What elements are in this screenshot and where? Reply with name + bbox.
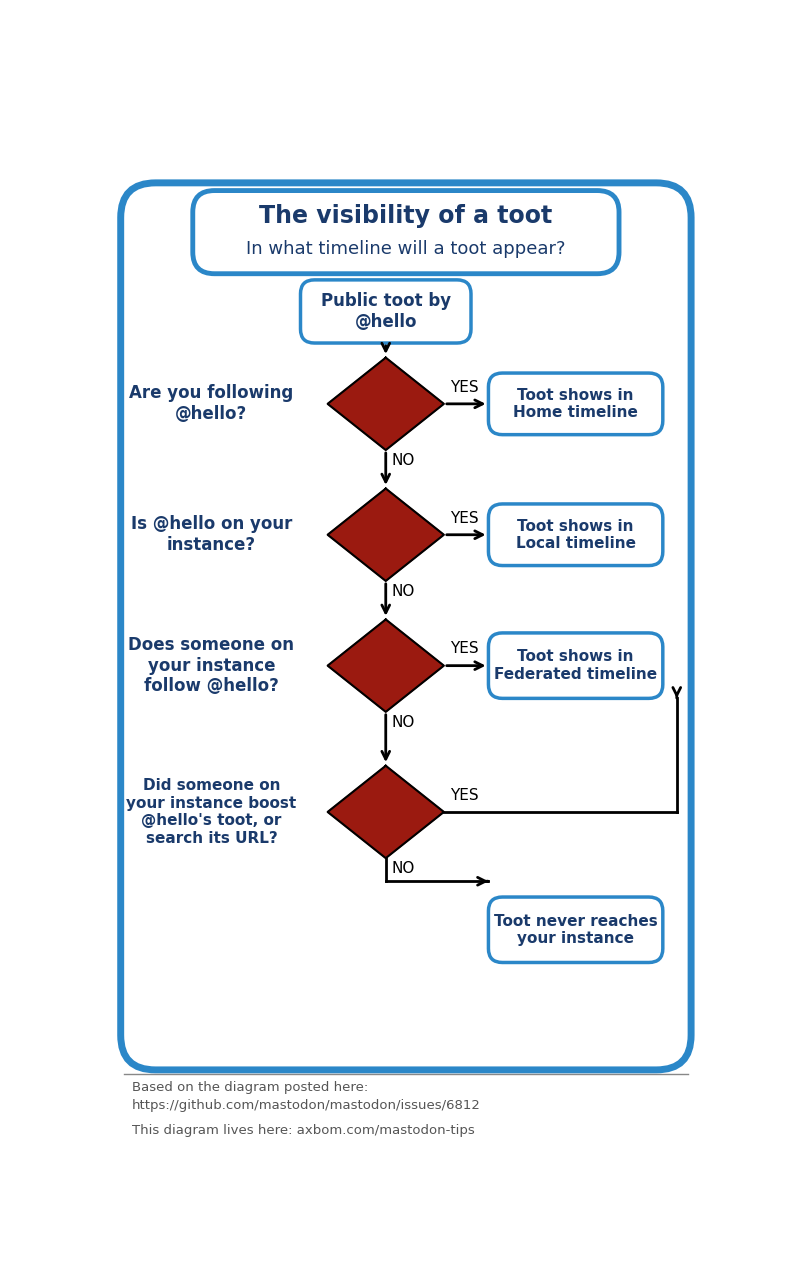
Polygon shape xyxy=(328,357,444,451)
Text: YES: YES xyxy=(450,641,478,657)
Text: Is @hello on your
instance?: Is @hello on your instance? xyxy=(131,516,292,554)
Text: YES: YES xyxy=(450,511,478,526)
Text: The visibility of a toot: The visibility of a toot xyxy=(259,204,553,228)
FancyBboxPatch shape xyxy=(489,632,663,699)
Text: In what timeline will a toot appear?: In what timeline will a toot appear? xyxy=(246,241,565,259)
Text: Public toot by
@hello: Public toot by @hello xyxy=(321,292,451,330)
Text: This diagram lives here: axbom.com/mastodon-tips: This diagram lives here: axbom.com/masto… xyxy=(131,1124,474,1137)
Polygon shape xyxy=(328,620,444,712)
FancyBboxPatch shape xyxy=(489,372,663,435)
FancyBboxPatch shape xyxy=(489,504,663,566)
Text: Does someone on
your instance
follow @hello?: Does someone on your instance follow @he… xyxy=(128,636,295,695)
Text: NO: NO xyxy=(391,453,414,468)
Text: Toot shows in
Home timeline: Toot shows in Home timeline xyxy=(513,388,638,420)
Text: Toot shows in
Federated timeline: Toot shows in Federated timeline xyxy=(494,649,657,682)
FancyBboxPatch shape xyxy=(489,897,663,963)
Text: NO: NO xyxy=(391,584,414,599)
Text: Toot never reaches
your instance: Toot never reaches your instance xyxy=(493,914,657,946)
Text: NO: NO xyxy=(391,861,414,877)
Polygon shape xyxy=(328,489,444,581)
Text: NO: NO xyxy=(391,716,414,730)
Text: Are you following
@hello?: Are you following @hello? xyxy=(129,384,294,424)
Text: Toot shows in
Local timeline: Toot shows in Local timeline xyxy=(516,518,636,550)
Text: YES: YES xyxy=(450,787,478,803)
FancyBboxPatch shape xyxy=(300,280,471,343)
Polygon shape xyxy=(328,765,444,858)
Text: YES: YES xyxy=(450,380,478,394)
Text: https://github.com/mastodon/mastodon/issues/6812: https://github.com/mastodon/mastodon/iss… xyxy=(131,1100,481,1112)
Text: Did someone on
your instance boost
@hello's toot, or
search its URL?: Did someone on your instance boost @hell… xyxy=(126,778,296,846)
Text: Based on the diagram posted here:: Based on the diagram posted here: xyxy=(131,1082,367,1094)
FancyBboxPatch shape xyxy=(120,183,691,1070)
FancyBboxPatch shape xyxy=(192,191,619,274)
